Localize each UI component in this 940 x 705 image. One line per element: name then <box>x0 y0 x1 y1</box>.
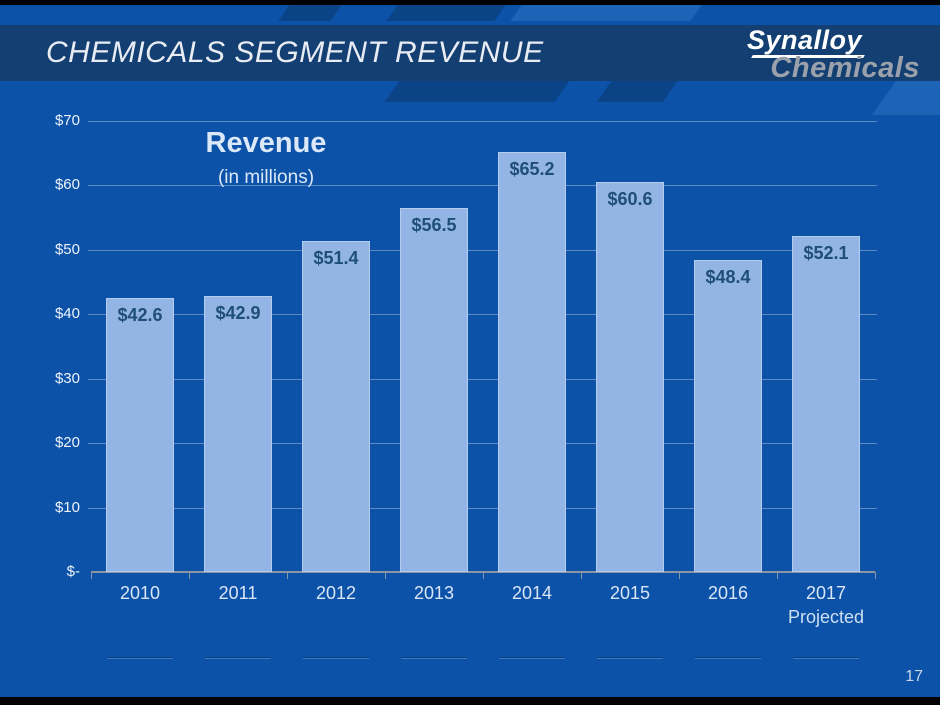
x-axis-category-label: 2017 <box>805 583 847 603</box>
gridline <box>88 185 877 186</box>
revenue-bar-chart: $70 $60 $50 $40 $30 $20 $10 $- $42.6 2010 $42.9 201… <box>0 5 940 697</box>
bar-value-label: $51.4 <box>313 248 359 268</box>
logo-name: Synalloy <box>746 25 862 55</box>
page-number: 17 <box>905 668 923 685</box>
y-axis-tick-label: $40 <box>54 305 80 322</box>
gridline <box>88 250 877 251</box>
y-axis-tick-label: $20 <box>54 434 80 451</box>
x-axis-category-label: 2012 <box>315 583 357 603</box>
gridline <box>88 508 877 509</box>
bar-reflection <box>107 658 173 659</box>
x-axis-tick <box>385 572 386 579</box>
bar-value-label: $42.6 <box>117 305 163 325</box>
chart-subtitle: (in millions) <box>217 167 315 188</box>
x-axis-tick <box>679 572 680 579</box>
revenue-bar-2011: $42.9 <box>204 296 272 572</box>
bar-value-label: $60.6 <box>607 189 653 209</box>
revenue-bar-2016: $48.4 <box>694 260 762 572</box>
bar-reflection <box>695 658 761 659</box>
gridline <box>88 314 877 315</box>
revenue-bar-2014: $65.2 <box>498 152 566 572</box>
x-axis-tick <box>875 572 876 579</box>
bar-value-label: $65.2 <box>509 159 555 179</box>
x-axis-category-label: 2010 <box>119 583 161 603</box>
x-axis-tick <box>777 572 778 579</box>
bar-reflection <box>401 658 467 659</box>
bar-reflection <box>597 658 663 659</box>
y-axis-tick-label: $50 <box>54 241 80 258</box>
slide-background: $70 $60 $50 $40 $30 $20 $10 $- $42.6 2010 $42.9 201… <box>0 5 940 697</box>
bar-value-label: $56.5 <box>411 215 457 235</box>
gridline <box>88 121 877 122</box>
x-axis-tick <box>581 572 582 579</box>
y-axis-tick-label: $60 <box>54 176 80 193</box>
y-axis-tick-label: $70 <box>54 112 80 129</box>
bar-reflection <box>303 658 369 659</box>
gridline <box>88 443 877 444</box>
y-axis-tick-label: $- <box>66 563 80 580</box>
logo-division: Chemicals <box>770 52 920 84</box>
revenue-bar-2012: $51.4 <box>302 241 370 572</box>
y-axis-tick-label: $30 <box>54 370 80 387</box>
revenue-bar-2010: $42.6 <box>106 298 174 572</box>
x-axis-category-note: Projected <box>787 607 865 627</box>
x-axis-category-label: 2013 <box>413 583 455 603</box>
x-axis-tick <box>91 572 92 579</box>
x-axis-tick <box>483 572 484 579</box>
slide-title: CHEMICALS SEGMENT REVENUE <box>46 36 544 69</box>
x-axis-category-label: 2015 <box>609 583 651 603</box>
x-axis-category-label: 2014 <box>511 583 553 603</box>
revenue-bar-2015: $60.6 <box>596 182 664 572</box>
gridline <box>88 379 877 380</box>
chart-title: Revenue <box>205 127 327 159</box>
revenue-bar-2017: $52.1 <box>792 236 860 572</box>
x-axis-tick <box>287 572 288 579</box>
revenue-bar-2013: $56.5 <box>400 208 468 572</box>
bar-reflection <box>793 658 859 659</box>
x-axis-category-label: 2016 <box>707 583 749 603</box>
bar-value-label: $52.1 <box>803 243 849 263</box>
bar-value-label: $42.9 <box>215 303 261 323</box>
bar-reflection <box>499 658 565 659</box>
x-axis-tick <box>189 572 190 579</box>
bar-reflection <box>205 658 271 659</box>
x-axis-category-label: 2011 <box>218 583 258 603</box>
header-band: CHEMICALS SEGMENT REVENUE Synalloy Chemi… <box>0 24 940 84</box>
bar-value-label: $48.4 <box>705 267 751 287</box>
synalloy-chemicals-logo: Synalloy Chemicals <box>730 24 920 84</box>
y-axis-tick-label: $10 <box>54 499 80 516</box>
